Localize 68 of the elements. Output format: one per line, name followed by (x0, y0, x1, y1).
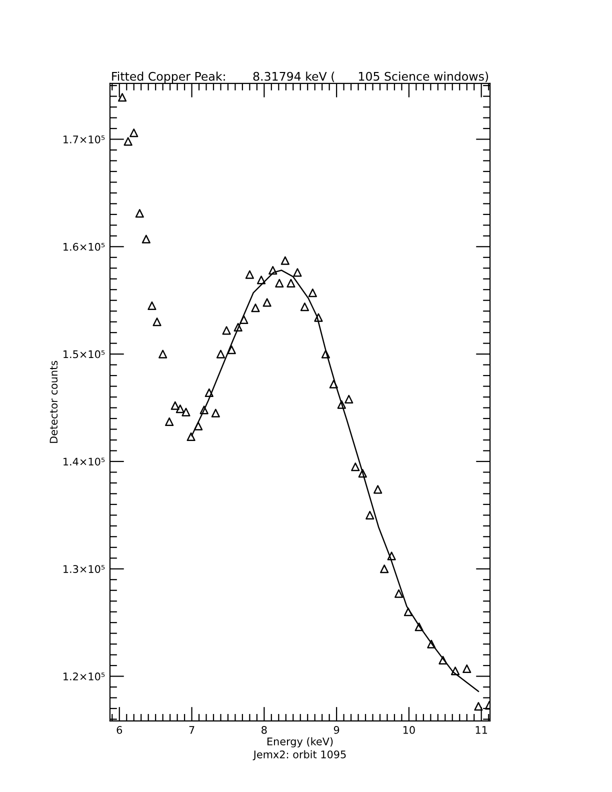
point (135, 209, 144, 218)
point (245, 270, 254, 279)
point (344, 394, 354, 404)
x-tick-label: 9 (334, 726, 340, 734)
point (358, 468, 367, 478)
y-tick-label: 1.4×10⁵ (64, 458, 105, 466)
point (337, 400, 346, 409)
point (280, 256, 290, 265)
point (387, 552, 396, 560)
point (130, 128, 138, 138)
point (380, 564, 389, 574)
point (275, 278, 284, 288)
point (450, 666, 460, 676)
point (200, 406, 208, 414)
x-tick-label: 11 (476, 726, 488, 734)
point (474, 702, 483, 711)
y-tick-label: 1.5×10⁵ (64, 350, 105, 358)
point (321, 350, 330, 358)
y-tick-label: 1.6×10⁵ (64, 242, 105, 251)
point (427, 640, 436, 648)
point (314, 313, 323, 322)
point (366, 510, 374, 520)
point (118, 93, 127, 102)
point (211, 408, 220, 418)
y-tick-label: 1.7×10⁵ (64, 135, 105, 144)
point (438, 656, 448, 664)
point (414, 622, 424, 632)
point (234, 322, 242, 332)
point (222, 326, 231, 335)
point (170, 401, 180, 410)
point (186, 432, 196, 442)
point (293, 268, 302, 277)
point (256, 276, 266, 284)
point (216, 350, 226, 358)
point (251, 304, 260, 312)
y-axis-title: Detector counts (50, 360, 58, 443)
point (240, 315, 248, 324)
x-tick-label: 7 (189, 726, 194, 734)
y-tick-label: 1.2×10⁵ (64, 672, 105, 680)
point (300, 302, 310, 312)
point (374, 485, 382, 494)
point (194, 422, 203, 430)
x-tick-label: 10 (403, 726, 415, 734)
y-tick-label: 1.3×10⁵ (64, 565, 105, 573)
point (124, 137, 132, 146)
point (176, 404, 184, 414)
text: Jemx2: orbit 1095 (252, 750, 346, 760)
point (268, 266, 278, 275)
point (462, 664, 472, 674)
point (182, 408, 190, 416)
point (227, 345, 236, 354)
point (262, 298, 272, 307)
point (158, 350, 168, 358)
point (329, 380, 338, 388)
point (165, 417, 174, 426)
point (152, 318, 162, 326)
x-tick-label: 6 (116, 726, 122, 734)
point (308, 288, 317, 298)
x-tick-label: 8 (262, 726, 267, 734)
chart-title: Fitted Copper Peak: 8.31794 keV ( 105 Science windows) (112, 72, 488, 84)
point (204, 388, 214, 398)
point (142, 234, 150, 244)
point (148, 301, 156, 310)
x-axis-title: Energy (keV) (267, 737, 333, 748)
point (394, 589, 404, 598)
point (286, 278, 296, 288)
point (404, 608, 413, 616)
point (351, 462, 360, 472)
